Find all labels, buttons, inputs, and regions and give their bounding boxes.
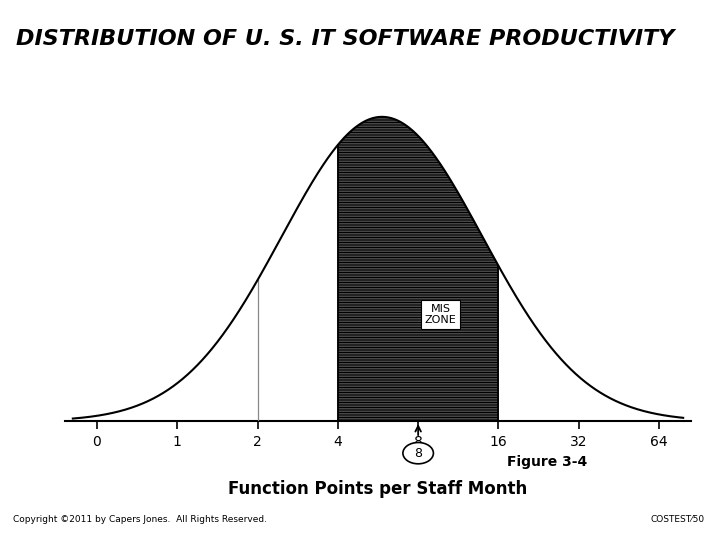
Text: Figure 3-4: Figure 3-4 [507, 455, 588, 469]
Ellipse shape [403, 442, 433, 464]
Text: COSTEST⁄50: COSTEST⁄50 [650, 515, 704, 524]
Text: MIS
ZONE: MIS ZONE [425, 304, 456, 326]
X-axis label: Function Points per Staff Month: Function Points per Staff Month [228, 480, 528, 498]
Text: DISTRIBUTION OF U. S. IT SOFTWARE PRODUCTIVITY: DISTRIBUTION OF U. S. IT SOFTWARE PRODUC… [16, 29, 674, 50]
Text: 8: 8 [414, 447, 422, 460]
Text: Copyright ©2011 by Capers Jones.  All Rights Reserved.: Copyright ©2011 by Capers Jones. All Rig… [13, 515, 267, 524]
